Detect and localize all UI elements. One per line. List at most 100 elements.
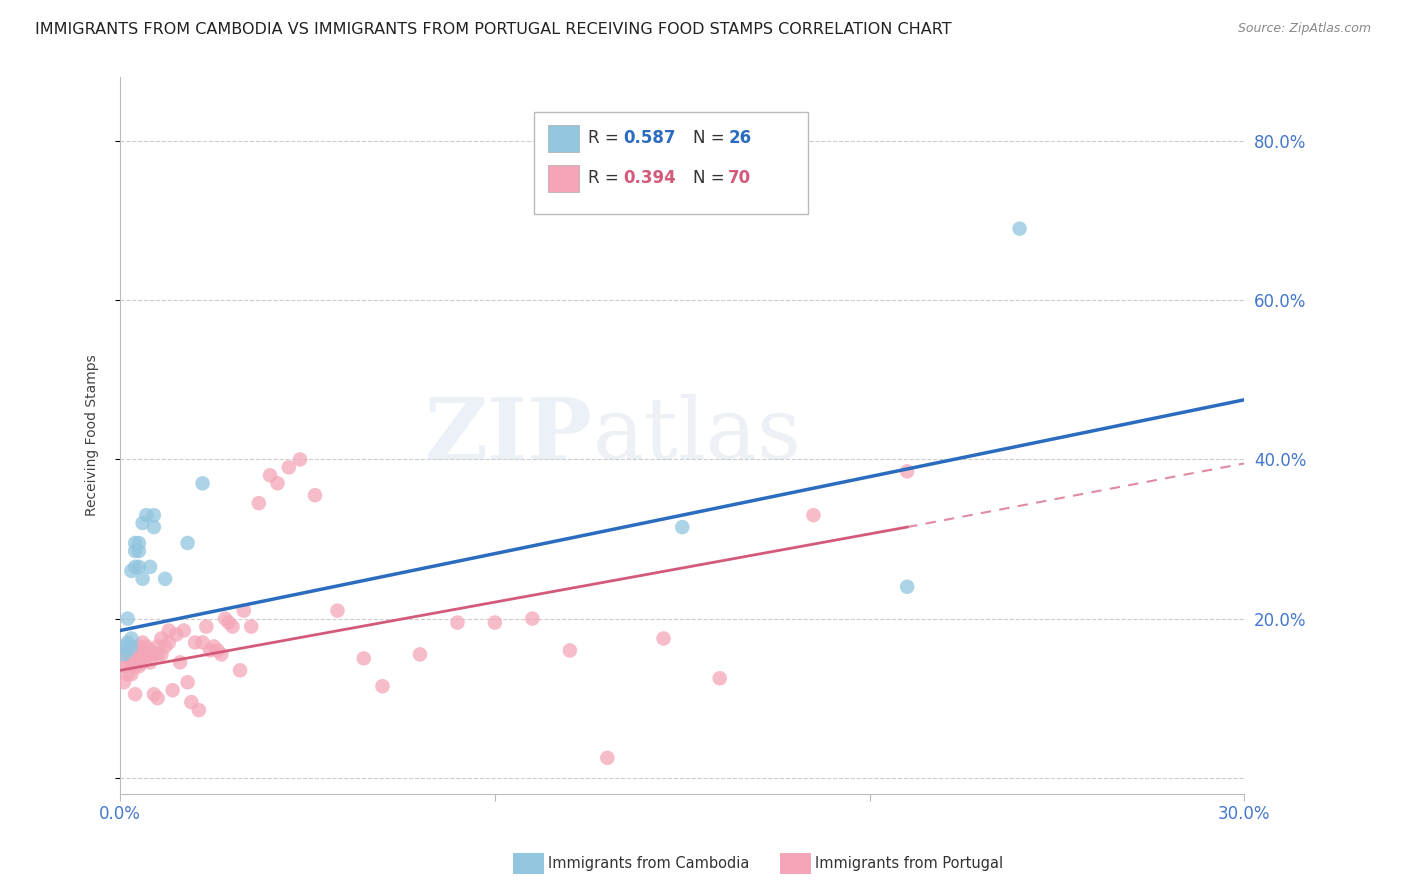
Point xyxy=(169,656,191,670)
Point xyxy=(207,643,229,657)
Point xyxy=(1008,221,1031,235)
Point xyxy=(117,648,139,662)
Point xyxy=(131,635,153,649)
Point xyxy=(142,687,165,701)
Point xyxy=(221,619,243,633)
Point xyxy=(131,656,153,670)
Point xyxy=(446,615,468,630)
Point xyxy=(896,464,918,478)
Point xyxy=(112,675,135,690)
Text: 0.394: 0.394 xyxy=(623,169,676,187)
Point xyxy=(165,627,187,641)
Point xyxy=(259,468,281,483)
Point xyxy=(128,536,150,550)
Point xyxy=(112,648,135,662)
Point xyxy=(184,635,207,649)
Point xyxy=(896,580,918,594)
Point xyxy=(596,751,619,765)
Point xyxy=(173,624,195,638)
Point xyxy=(124,687,146,701)
Point xyxy=(150,648,173,662)
Point xyxy=(218,615,240,630)
Point xyxy=(139,560,162,574)
Point xyxy=(229,663,252,677)
Point xyxy=(124,648,146,662)
Point xyxy=(128,544,150,558)
Point xyxy=(202,640,225,654)
Point xyxy=(120,564,142,578)
Point xyxy=(803,508,825,523)
Point xyxy=(117,611,139,625)
Point xyxy=(131,516,153,530)
Point xyxy=(128,640,150,654)
Point xyxy=(176,536,198,550)
Point xyxy=(124,560,146,574)
Point xyxy=(176,675,198,690)
Point xyxy=(191,635,214,649)
Point xyxy=(232,604,254,618)
Point xyxy=(353,651,375,665)
Point xyxy=(112,659,135,673)
Point xyxy=(146,648,169,662)
Point xyxy=(117,643,139,657)
Point xyxy=(671,520,693,534)
Y-axis label: Receiving Food Stamps: Receiving Food Stamps xyxy=(86,355,100,516)
Point xyxy=(128,560,150,574)
Point xyxy=(135,508,157,523)
Point xyxy=(120,656,142,670)
Point xyxy=(288,452,311,467)
Text: Source: ZipAtlas.com: Source: ZipAtlas.com xyxy=(1237,22,1371,36)
Point xyxy=(135,640,157,654)
Point xyxy=(247,496,270,510)
Point xyxy=(124,659,146,673)
Point xyxy=(120,667,142,681)
Text: 70: 70 xyxy=(728,169,751,187)
Point xyxy=(142,508,165,523)
Text: IMMIGRANTS FROM CAMBODIA VS IMMIGRANTS FROM PORTUGAL RECEIVING FOOD STAMPS CORRE: IMMIGRANTS FROM CAMBODIA VS IMMIGRANTS F… xyxy=(35,22,952,37)
Point xyxy=(120,643,142,657)
Point xyxy=(117,656,139,670)
Point xyxy=(139,656,162,670)
Point xyxy=(522,611,544,625)
Point xyxy=(120,640,142,654)
Point xyxy=(131,572,153,586)
Text: 0.587: 0.587 xyxy=(623,129,675,147)
Point xyxy=(709,671,731,685)
Point xyxy=(304,488,326,502)
Point xyxy=(128,659,150,673)
Point xyxy=(371,679,394,693)
Point xyxy=(146,640,169,654)
Point xyxy=(124,536,146,550)
Point xyxy=(214,611,236,625)
Text: R =: R = xyxy=(588,129,624,147)
Point xyxy=(139,643,162,657)
Point xyxy=(112,640,135,654)
Point xyxy=(128,648,150,662)
Text: Immigrants from Cambodia: Immigrants from Cambodia xyxy=(548,856,749,871)
Point xyxy=(142,648,165,662)
Text: Immigrants from Portugal: Immigrants from Portugal xyxy=(815,856,1004,871)
Point xyxy=(153,640,176,654)
Point xyxy=(120,632,142,646)
Point xyxy=(135,651,157,665)
Point xyxy=(326,604,349,618)
Point xyxy=(146,691,169,706)
Point xyxy=(157,624,180,638)
Point xyxy=(117,635,139,649)
Text: R =: R = xyxy=(588,169,624,187)
Point xyxy=(195,619,218,633)
Point xyxy=(124,544,146,558)
Point xyxy=(157,635,180,649)
Point xyxy=(240,619,263,633)
Point xyxy=(187,703,209,717)
Text: N =: N = xyxy=(693,129,730,147)
Point xyxy=(652,632,675,646)
Point xyxy=(266,476,288,491)
Point xyxy=(153,572,176,586)
Point xyxy=(117,667,139,681)
Point xyxy=(180,695,202,709)
Point xyxy=(198,643,221,657)
Point xyxy=(142,520,165,534)
Text: N =: N = xyxy=(693,169,730,187)
Text: atlas: atlas xyxy=(592,394,801,477)
